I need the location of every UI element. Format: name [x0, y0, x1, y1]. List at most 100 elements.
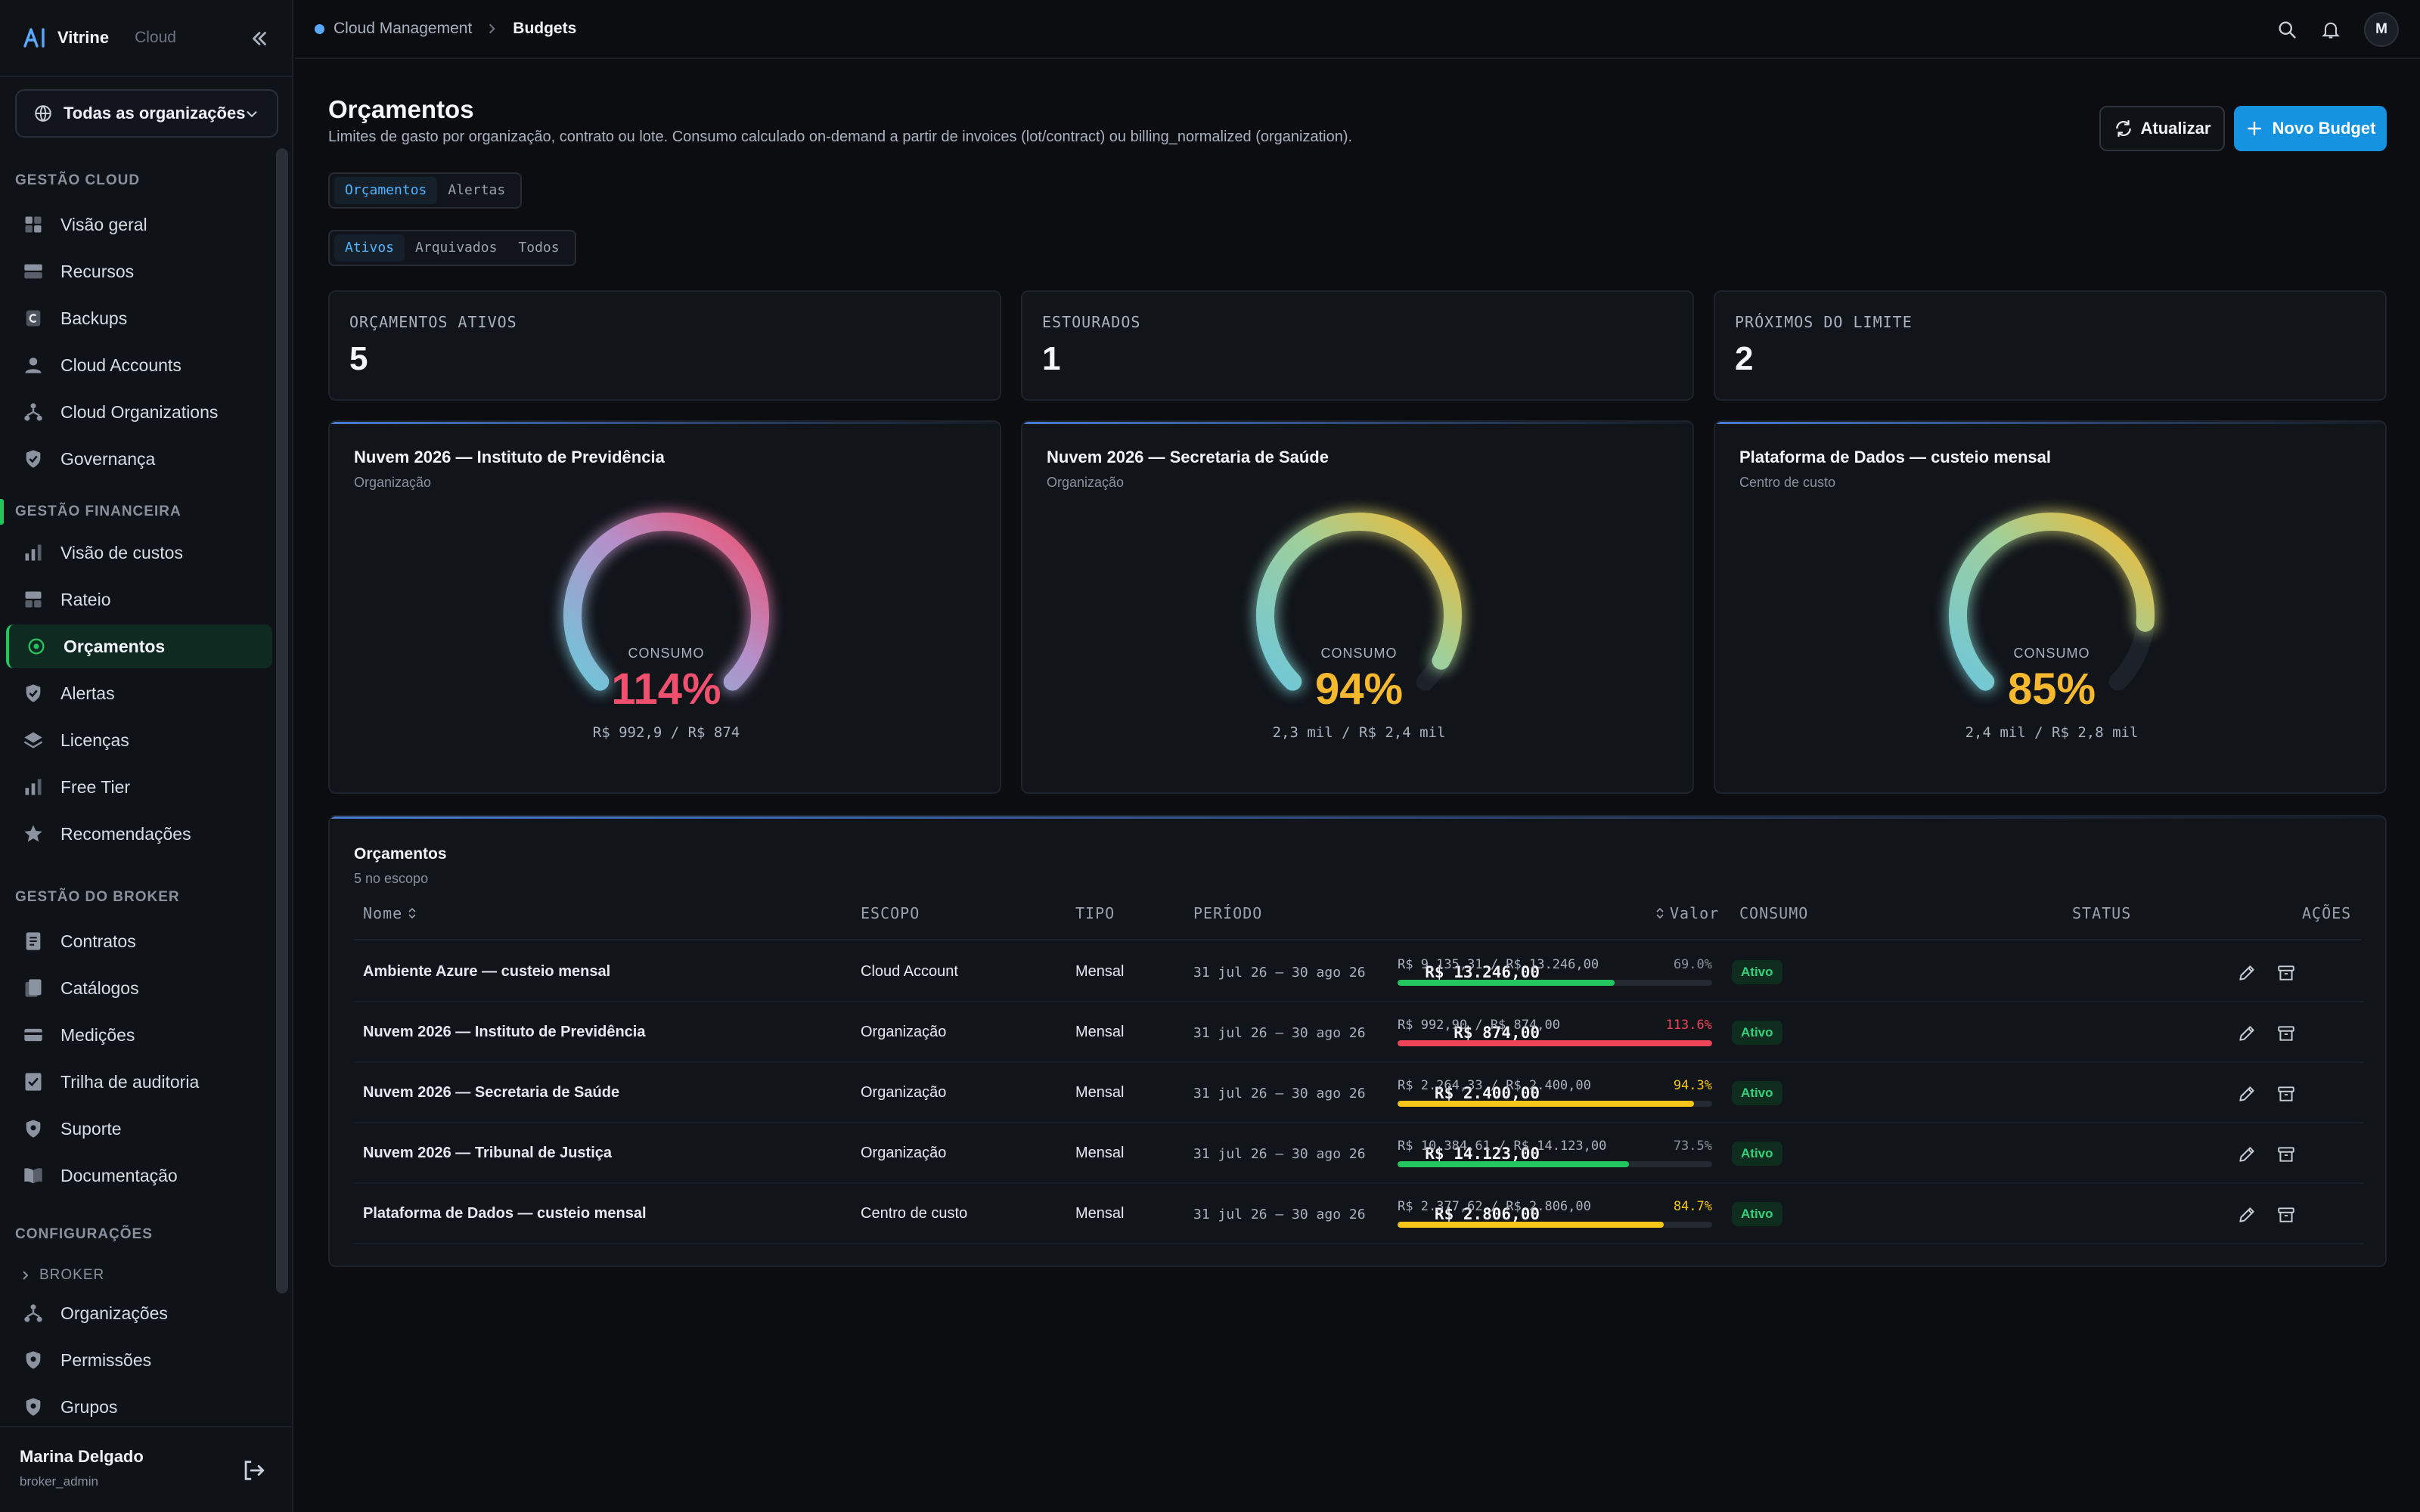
- sidebar-item-cloud-accounts[interactable]: Cloud Accounts: [8, 343, 274, 387]
- avatar[interactable]: M: [2364, 12, 2399, 47]
- refresh-button[interactable]: Atualizar: [2099, 106, 2225, 151]
- new-budget-button[interactable]: Novo Budget: [2234, 106, 2387, 151]
- document-icon: [26, 932, 41, 950]
- sidebar-item-documentacao[interactable]: Documentação: [8, 1154, 274, 1198]
- gauge-amount: 2,4 mil / R$ 2,8 mil: [1965, 724, 2139, 741]
- edit-icon[interactable]: [2237, 1205, 2257, 1225]
- collapse-sidebar-icon[interactable]: [248, 27, 271, 50]
- edit-icon[interactable]: [2237, 1024, 2257, 1043]
- search-icon[interactable]: [2276, 19, 2297, 40]
- top-actions: M: [2276, 12, 2399, 47]
- budget-type: Mensal: [1075, 1024, 1125, 1040]
- sidebar-item-free-tier[interactable]: Free Tier: [8, 765, 274, 809]
- gauge-percent: 94%: [1314, 665, 1404, 714]
- kpi-card-near-limit: PRÓXIMOS DO LIMITE 2: [1714, 290, 2387, 401]
- star-icon: [24, 825, 42, 842]
- archive-icon[interactable]: [2276, 1024, 2296, 1043]
- archive-icon[interactable]: [2276, 1205, 2296, 1225]
- card-accent-line: [330, 816, 2385, 819]
- status-badge: Ativo: [1732, 1202, 1782, 1226]
- edit-icon[interactable]: [2237, 1145, 2257, 1164]
- open-book-icon: [24, 1168, 42, 1184]
- edit-icon[interactable]: [2237, 963, 2257, 983]
- consumption-amount: R$ 992,90 / R$ 874,00: [1398, 1018, 1560, 1033]
- filter-todos[interactable]: Todos: [518, 240, 560, 256]
- sidebar-item-rateio[interactable]: Rateio: [8, 578, 274, 621]
- section-gestao-financeira: GESTÃO FINANCEIRA: [15, 503, 182, 519]
- archive-icon[interactable]: [2276, 1084, 2296, 1104]
- column-header-value[interactable]: Valor: [1650, 904, 1719, 922]
- chevron-right-icon: [489, 23, 495, 34]
- status-badge: Ativo: [1732, 1142, 1782, 1166]
- kpi-value: 5: [349, 340, 368, 377]
- sidebar-item-label: Trilha de auditoria: [60, 1071, 200, 1092]
- sidebar-item-medicoes[interactable]: Medições: [8, 1013, 274, 1057]
- tab-orcamentos[interactable]: Orçamentos: [334, 177, 438, 204]
- consumption-cell: R$ 2.377,62 / R$ 2.806,00 84.7%: [1398, 1199, 1712, 1228]
- sidebar-item-visao-geral[interactable]: Visão geral: [8, 203, 274, 246]
- budget-value: R$ 874,00: [1454, 1024, 1540, 1042]
- gauge-percent: 114%: [611, 665, 721, 714]
- organization-select[interactable]: Todas as organizações: [15, 89, 278, 138]
- sidebar-item-recomendacoes[interactable]: Recomendações: [8, 812, 274, 856]
- consumption-amount: R$ 2.264,33 / R$ 2.400,00: [1398, 1078, 1591, 1093]
- column-header-type: TIPO: [1075, 904, 1115, 922]
- consumption-percent: 94.3%: [1673, 1078, 1712, 1093]
- sidebar-item-licencas[interactable]: Licenças: [8, 718, 274, 762]
- table-row[interactable]: Nuvem 2026 — Tribunal de Justiça Organiz…: [354, 1123, 2364, 1184]
- budget-value: R$ 2.806,00: [1434, 1205, 1540, 1223]
- status-filter: Ativos Arquivados Todos: [328, 230, 576, 266]
- breadcrumb-current: Budgets: [513, 20, 577, 37]
- sidebar-item-suporte[interactable]: Suporte: [8, 1107, 274, 1151]
- sidebar-item-organizacoes[interactable]: Organizações: [8, 1291, 274, 1335]
- gauge-card-title: Plataforma de Dados — custeio mensal: [1739, 448, 2052, 466]
- column-header-name[interactable]: Nome: [363, 904, 422, 922]
- sidebar-item-governanca[interactable]: Governança: [8, 437, 274, 481]
- gauge-card-subtitle: Centro de custo: [1739, 475, 1836, 490]
- archive-icon[interactable]: [2276, 963, 2296, 983]
- brand-name: Vitrine: [57, 28, 110, 47]
- gauge-card: Nuvem 2026 — Secretaria de Saúde Organiz…: [1021, 420, 1694, 794]
- consumption-bar: [1398, 1101, 1712, 1107]
- gauge-percent: 85%: [2007, 665, 2096, 714]
- budget-period: 31 jul 26 – 30 ago 26: [1193, 1086, 1366, 1101]
- sidebar-item-grupos[interactable]: Grupos: [8, 1385, 274, 1429]
- tab-alertas[interactable]: Alertas: [448, 182, 506, 198]
- sidebar-item-permissoes[interactable]: Permissões: [8, 1338, 274, 1382]
- user-panel: Marina Delgado broker_admin: [0, 1426, 293, 1512]
- sidebar-item-visao-de-custos[interactable]: Visão de custos: [8, 531, 274, 575]
- filter-ativos[interactable]: Ativos: [334, 234, 405, 262]
- sidebar-item-alertas[interactable]: Alertas: [8, 671, 274, 715]
- budget-name: Plataforma de Dados — custeio mensal: [363, 1205, 647, 1222]
- grid-icon: [25, 216, 42, 233]
- sidebar-item-contratos[interactable]: Contratos: [8, 919, 274, 963]
- table-row[interactable]: Ambiente Azure — custeio mensal Cloud Ac…: [354, 942, 2364, 1002]
- table-row[interactable]: Nuvem 2026 — Secretaria de Saúde Organiz…: [354, 1063, 2364, 1123]
- sidebar-item-backups[interactable]: Backups: [8, 296, 274, 340]
- table-row[interactable]: Nuvem 2026 — Instituto de Previdência Or…: [354, 1002, 2364, 1063]
- consumption-bar-fill: [1398, 1101, 1695, 1107]
- card-accent-line: [330, 422, 1000, 424]
- subsection-broker[interactable]: BROKER: [20, 1267, 104, 1284]
- bell-icon[interactable]: [2320, 19, 2341, 40]
- sidebar-item-recursos[interactable]: Recursos: [8, 249, 274, 293]
- edit-icon[interactable]: [2237, 1084, 2257, 1104]
- sidebar-item-catalogos[interactable]: Catálogos: [8, 966, 274, 1010]
- table-row[interactable]: Plataforma de Dados — custeio mensal Cen…: [354, 1184, 2364, 1244]
- bar-chart-icon: [25, 779, 42, 795]
- consumption-bar-fill: [1398, 1040, 1712, 1046]
- top-bar: Cloud Management Budgets M: [295, 0, 2420, 59]
- sidebar-item-trilha-de-auditoria[interactable]: Trilha de auditoria: [8, 1060, 274, 1104]
- sidebar-scrollbar[interactable]: [276, 148, 288, 1294]
- sidebar-item-cloud-organizations[interactable]: Cloud Organizations: [8, 390, 274, 434]
- sidebar-item-label: Licenças: [60, 730, 129, 750]
- sidebar-item-orcamentos[interactable]: Orçamentos: [6, 624, 272, 668]
- plus-icon: [2247, 121, 2261, 136]
- column-header-scope: ESCOPO: [861, 904, 920, 922]
- logout-icon[interactable]: [240, 1458, 266, 1483]
- archive-icon[interactable]: [2276, 1145, 2296, 1164]
- breadcrumb-parent[interactable]: Cloud Management: [334, 20, 473, 37]
- filter-arquivados[interactable]: Arquivados: [415, 240, 498, 256]
- checklist-icon: [25, 1073, 42, 1091]
- vitrine-logo-icon: [23, 28, 45, 48]
